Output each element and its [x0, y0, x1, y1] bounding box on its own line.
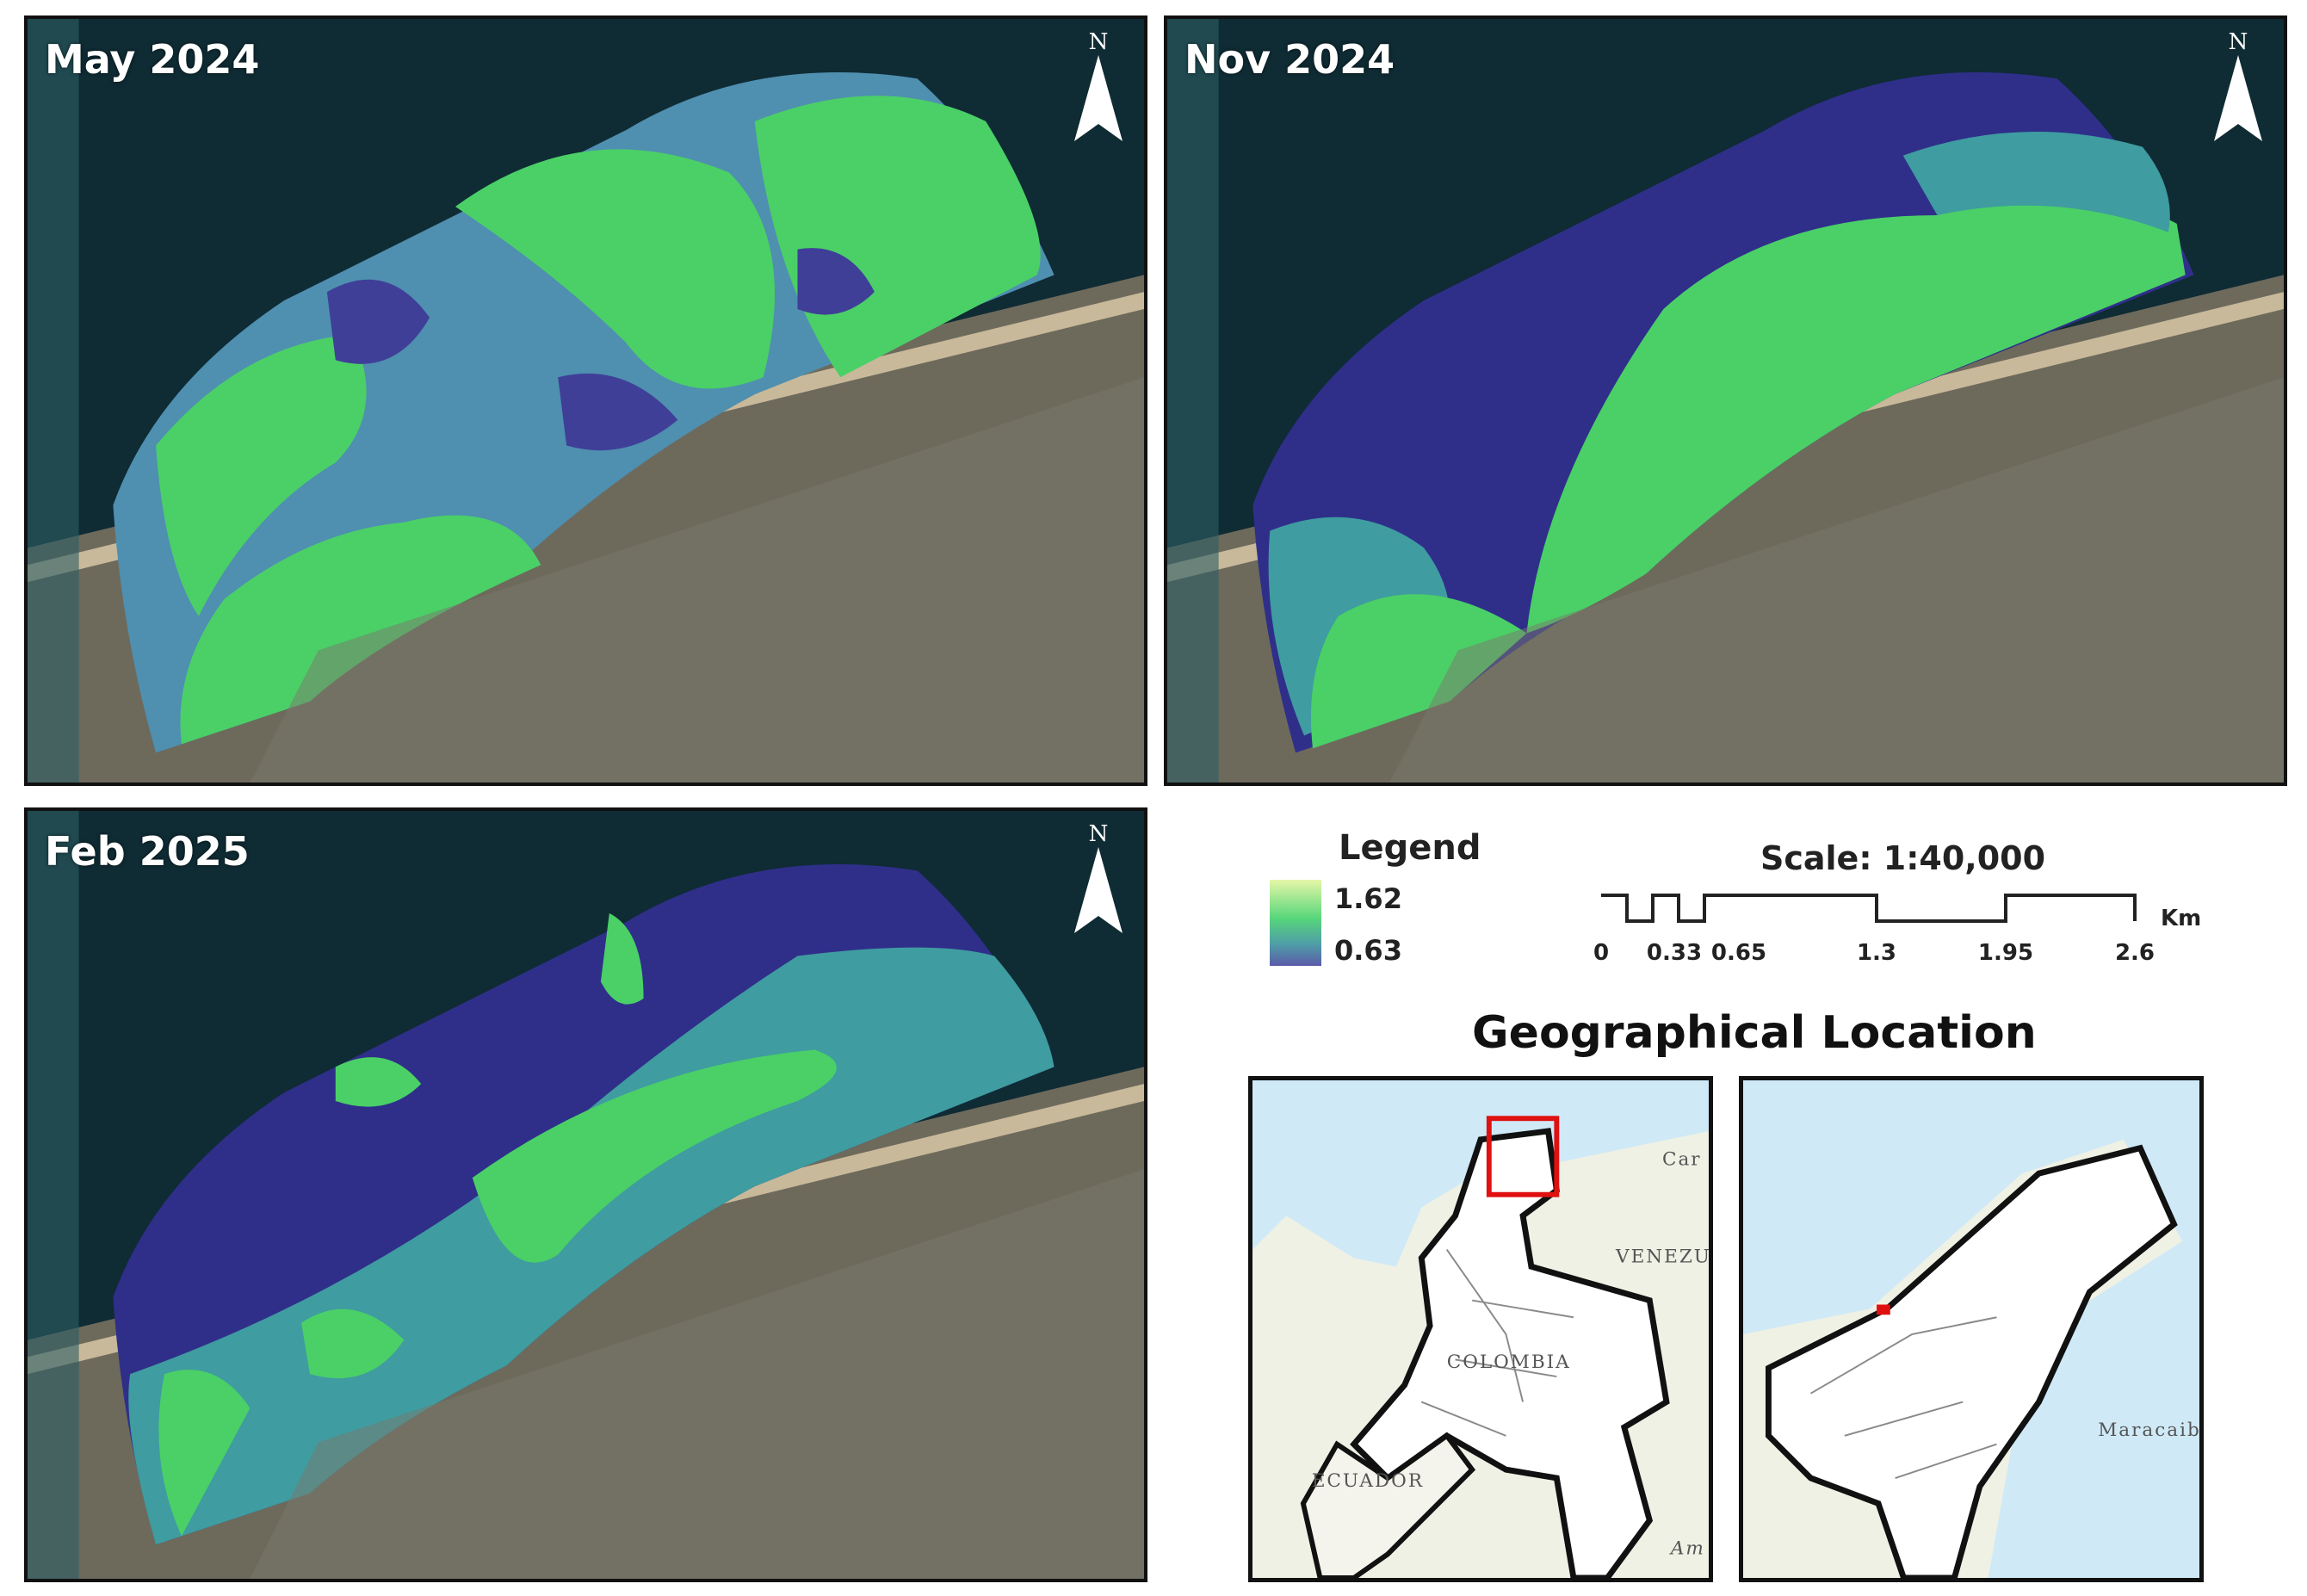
scale-bar: 0 0.33 0.65 1.3 1.95 2.6 Km [1593, 894, 2201, 966]
map-label: VENEZU [1615, 1246, 1709, 1267]
satellite-map [28, 811, 1144, 1579]
map-label: ECUADOR [1312, 1470, 1424, 1492]
map-label: Car [1662, 1148, 1702, 1170]
map-label: COLOMBIA [1447, 1352, 1571, 1373]
north-arrow-icon: N [1068, 29, 1129, 150]
satellite-map [1167, 19, 2284, 783]
legend-min-value: 0.63 [1334, 934, 1402, 967]
scale-tick: 0 [1593, 940, 1609, 966]
map-label: Am [1669, 1537, 1705, 1559]
map-label: Maracaib [2098, 1420, 2199, 1441]
panel-title: Feb 2025 [45, 828, 250, 875]
scale-tick: 1.95 [1978, 940, 2033, 966]
north-arrow-icon: N [2208, 29, 2268, 150]
legend-color-ramp [1270, 880, 1321, 966]
panel-title: May 2024 [45, 36, 260, 83]
north-letter: N [2228, 29, 2248, 55]
map-panel-feb-2025: Feb 2025 N [24, 807, 1147, 1582]
geographical-location-title: Geographical Location [1472, 1007, 2037, 1059]
panel-title: Nov 2024 [1184, 36, 1395, 83]
inset-map-colombia: Car VENEZU COLOMBIA ECUADOR Am [1248, 1076, 1713, 1582]
north-letter: N [1088, 29, 1109, 55]
legend-max-value: 1.62 [1334, 882, 1402, 915]
satellite-map [28, 19, 1144, 783]
scale-tick: 0.33 [1647, 940, 1702, 966]
legend-title: Legend [1339, 828, 1481, 868]
scale-tick: 0.65 [1711, 940, 1766, 966]
scale-title: Scale: 1:40,000 [1760, 839, 2046, 877]
scale-tick: 2.6 [2115, 940, 2155, 966]
map-panel-nov-2024: Nov 2024 N [1164, 15, 2287, 786]
study-site-marker [1877, 1304, 1890, 1315]
inset-map-region: Maracaib [1739, 1076, 2204, 1582]
map-panel-may-2024: May 2024 N [24, 15, 1147, 786]
north-arrow-icon: N [1068, 821, 1129, 942]
north-letter: N [1088, 821, 1109, 847]
scale-unit: Km [2161, 906, 2201, 931]
scale-tick: 1.3 [1857, 940, 1896, 966]
